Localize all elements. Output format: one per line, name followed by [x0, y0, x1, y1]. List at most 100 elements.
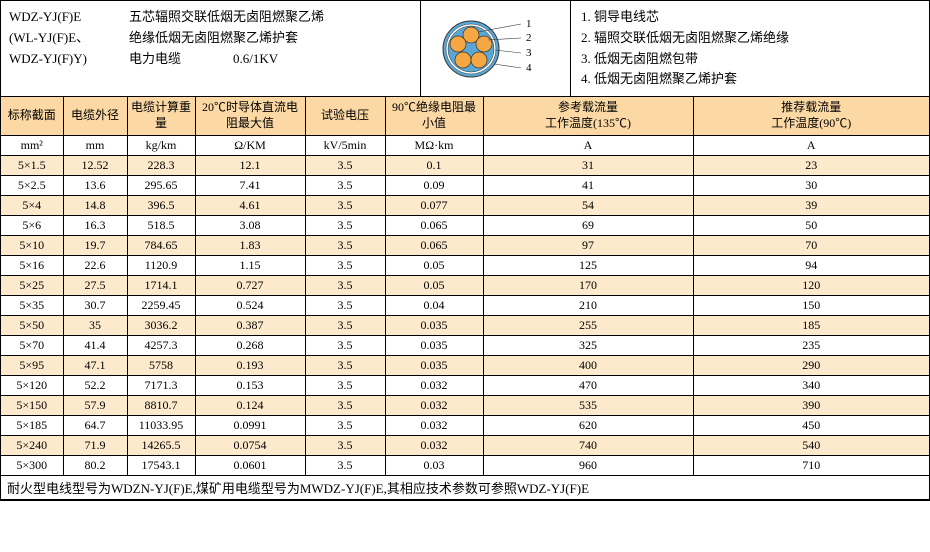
header-row-units: mm²mmkg/kmΩ/KMkV/5minMΩ·kmAA	[1, 135, 929, 155]
table-cell: 97	[483, 235, 693, 255]
table-cell: 295.65	[127, 175, 195, 195]
col-header: 参考载流量工作温度(135℃)	[483, 97, 693, 135]
table-cell: 3.08	[195, 215, 305, 235]
table-cell: 3036.2	[127, 315, 195, 335]
table-row: 5×1622.61120.91.153.50.0512594	[1, 255, 929, 275]
table-cell: 3.5	[305, 315, 385, 335]
table-cell: 12.1	[195, 155, 305, 175]
table-cell: 0.035	[385, 315, 483, 335]
table-cell: 3.5	[305, 235, 385, 255]
legend-item: 2. 辐照交联低烟无卤阻燃聚乙烯绝缘	[581, 28, 919, 49]
legend-item: 4. 低烟无卤阻燃聚乙烯护套	[581, 69, 919, 90]
table-cell: 5×150	[1, 395, 63, 415]
table-cell: 11033.95	[127, 415, 195, 435]
cable-spec-sheet: WDZ-YJ(F)E (WL-YJ(F)E、 WDZ-YJ(F)Y) 五芯辐照交…	[0, 0, 930, 501]
table-cell: 5×70	[1, 335, 63, 355]
table-cell: 3.5	[305, 435, 385, 455]
table-cell: 125	[483, 255, 693, 275]
table-cell: 17543.1	[127, 455, 195, 475]
table-cell: 1120.9	[127, 255, 195, 275]
col-header: 20℃时导体直流电阻最大值	[195, 97, 305, 135]
col-header: 90℃绝缘电阻最小值	[385, 97, 483, 135]
table-cell: 210	[483, 295, 693, 315]
table-cell: 12.52	[63, 155, 127, 175]
table-cell: 120	[693, 275, 929, 295]
table-cell: 0.035	[385, 355, 483, 375]
table-cell: 740	[483, 435, 693, 455]
table-row: 5×50353036.20.3873.50.035255185	[1, 315, 929, 335]
table-cell: 16.3	[63, 215, 127, 235]
table-cell: 0.032	[385, 395, 483, 415]
table-cell: 0.077	[385, 195, 483, 215]
table-cell: 784.65	[127, 235, 195, 255]
desc-line: 电力电缆 0.6/1KV	[129, 49, 412, 70]
legend-item: 3. 低烟无卤阻燃包带	[581, 49, 919, 70]
table-row: 5×30080.217543.10.06013.50.03960710	[1, 455, 929, 475]
table-cell: 235	[693, 335, 929, 355]
table-cell: 340	[693, 375, 929, 395]
table-cell: 5×300	[1, 455, 63, 475]
diagram-label-1: 1	[526, 18, 532, 30]
col-unit: kg/km	[127, 135, 195, 155]
table-cell: 0.032	[385, 435, 483, 455]
table-cell: 0.05	[385, 255, 483, 275]
header-row-labels: 标称截面电缆外径电缆计算重量20℃时导体直流电阻最大值试验电压90℃绝缘电阻最小…	[1, 97, 929, 135]
legend-item: 1. 铜导电线芯	[581, 7, 919, 28]
table-cell: 0.03	[385, 455, 483, 475]
table-body: 5×1.512.52228.312.13.50.131235×2.513.629…	[1, 155, 929, 499]
table-cell: 7171.3	[127, 375, 195, 395]
table-cell: 1.15	[195, 255, 305, 275]
header-title-block: WDZ-YJ(F)E (WL-YJ(F)E、 WDZ-YJ(F)Y) 五芯辐照交…	[1, 1, 421, 96]
table-cell: 228.3	[127, 155, 195, 175]
table-cell: 518.5	[127, 215, 195, 235]
table-cell: 3.5	[305, 215, 385, 235]
table-cell: 35	[63, 315, 127, 335]
col-unit: mm²	[1, 135, 63, 155]
table-header: 标称截面电缆外径电缆计算重量20℃时导体直流电阻最大值试验电压90℃绝缘电阻最小…	[1, 97, 929, 155]
table-cell: 450	[693, 415, 929, 435]
model-line: WDZ-YJ(F)E	[9, 7, 129, 28]
table-cell: 0.727	[195, 275, 305, 295]
footer-note: 耐火型电线型号为WDZN-YJ(F)E,煤矿用电缆型号为MWDZ-YJ(F)E,…	[1, 475, 929, 499]
table-cell: 0.065	[385, 215, 483, 235]
table-cell: 31	[483, 155, 693, 175]
table-cell: 2259.45	[127, 295, 195, 315]
table-cell: 5×35	[1, 295, 63, 315]
model-numbers: WDZ-YJ(F)E (WL-YJ(F)E、 WDZ-YJ(F)Y)	[9, 7, 129, 90]
table-cell: 5×1.5	[1, 155, 63, 175]
model-description: 五芯辐照交联低烟无卤阻燃聚乙烯 绝缘低烟无卤阻燃聚乙烯护套 电力电缆 0.6/1…	[129, 7, 412, 90]
table-cell: 71.9	[63, 435, 127, 455]
diagram-label-3: 3	[526, 47, 532, 59]
table-cell: 3.5	[305, 335, 385, 355]
table-cell: 0.032	[385, 375, 483, 395]
table-cell: 5×240	[1, 435, 63, 455]
table-row: 5×24071.914265.50.07543.50.032740540	[1, 435, 929, 455]
table-cell: 470	[483, 375, 693, 395]
table-cell: 22.6	[63, 255, 127, 275]
col-unit: MΩ·km	[385, 135, 483, 155]
table-row: 5×12052.27171.30.1533.50.032470340	[1, 375, 929, 395]
table-cell: 0.153	[195, 375, 305, 395]
table-cell: 0.1	[385, 155, 483, 175]
cable-svg: 1 2 3 4	[426, 16, 566, 82]
table-cell: 3.5	[305, 455, 385, 475]
table-cell: 0.065	[385, 235, 483, 255]
table-cell: 50	[693, 215, 929, 235]
table-cell: 0.193	[195, 355, 305, 375]
table-row: 5×2.513.6295.657.413.50.094130	[1, 175, 929, 195]
table-cell: 3.5	[305, 375, 385, 395]
table-cell: 8810.7	[127, 395, 195, 415]
table-cell: 3.5	[305, 395, 385, 415]
table-cell: 13.6	[63, 175, 127, 195]
table-cell: 0.05	[385, 275, 483, 295]
table-cell: 3.5	[305, 275, 385, 295]
table-cell: 5×16	[1, 255, 63, 275]
table-row: 5×7041.44257.30.2683.50.035325235	[1, 335, 929, 355]
table-cell: 3.5	[305, 255, 385, 275]
table-cell: 5×120	[1, 375, 63, 395]
table-cell: 5×95	[1, 355, 63, 375]
table-cell: 0.124	[195, 395, 305, 415]
table-cell: 710	[693, 455, 929, 475]
table-cell: 1714.1	[127, 275, 195, 295]
model-line: WDZ-YJ(F)Y)	[9, 49, 129, 70]
